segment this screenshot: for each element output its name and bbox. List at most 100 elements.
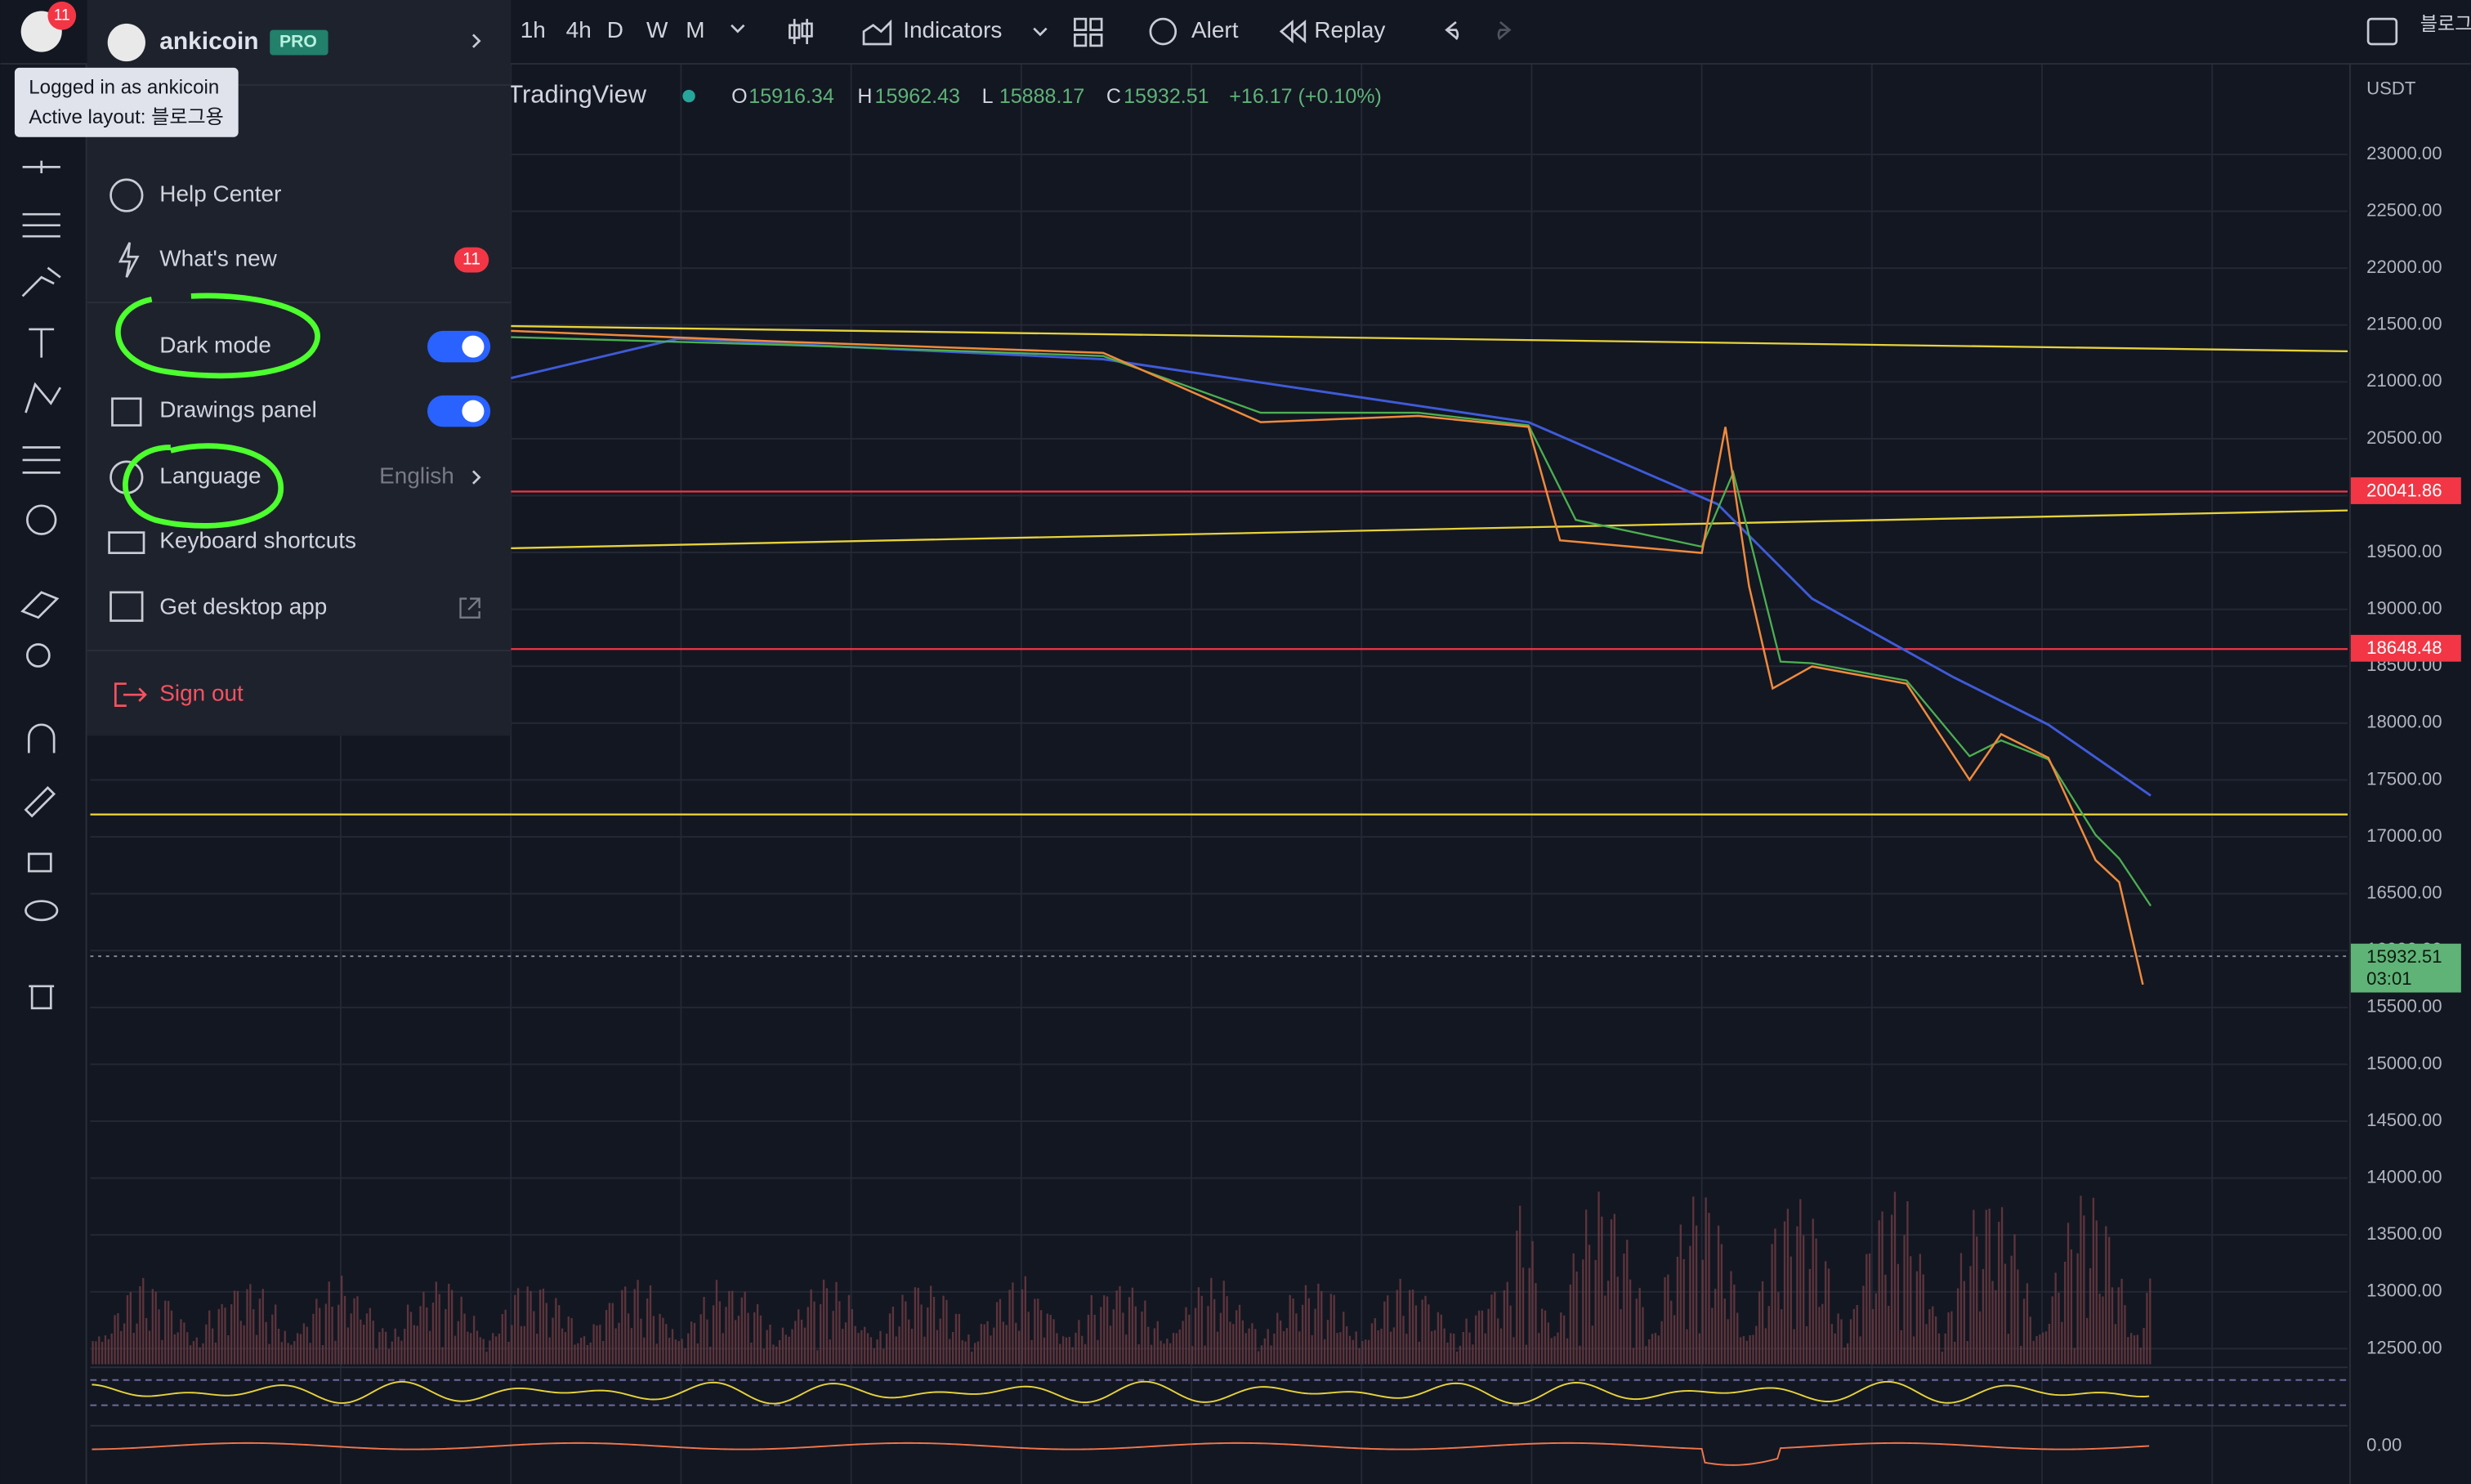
- menu-item[interactable]: Dark mode: [159, 333, 271, 358]
- text-tool[interactable]: [29, 328, 55, 358]
- price-label: 23000.00: [2366, 143, 2442, 163]
- pattern-tool[interactable]: [25, 382, 62, 413]
- price-label: 13000.00: [2366, 1281, 2442, 1301]
- tooltip-text: Logged in as ankicoin: [29, 76, 219, 98]
- ohlc-value: 15932.51: [1124, 85, 1209, 108]
- interval-dropdown[interactable]: [731, 24, 745, 34]
- last-price-tag: [2350, 943, 2461, 993]
- last-price-label: 15932.51: [2366, 946, 2442, 967]
- price-label: 12500.00: [2366, 1337, 2442, 1357]
- indicators-button[interactable]: Indicators: [903, 17, 1002, 42]
- chart-type-button[interactable]: [789, 19, 813, 44]
- layouts-button[interactable]: [1074, 17, 1103, 47]
- fullscreen-button[interactable]: [2366, 17, 2398, 46]
- ohlc-value: 15916.34: [748, 85, 834, 108]
- desktop-icon: [109, 591, 144, 622]
- price-label: 21000.00: [2366, 370, 2442, 391]
- undo-button[interactable]: [1445, 20, 1459, 41]
- redo-button[interactable]: [1497, 20, 1512, 41]
- ohlc-legend: O 15916.34 H 15962.43 L 15888.17 C 15932.51 +16.…: [731, 85, 1382, 108]
- moving-average: [511, 336, 2152, 907]
- interval-button[interactable]: M: [686, 17, 704, 42]
- price-label: 15500.00: [2366, 996, 2442, 1017]
- username[interactable]: ankicoin: [159, 28, 258, 55]
- price-tag-label: 20041.86: [2366, 480, 2442, 500]
- zoom-tool[interactable]: [26, 643, 51, 668]
- notification-badge: [47, 1, 77, 30]
- price-label: 19000.00: [2366, 598, 2442, 619]
- interval-button[interactable]: W: [646, 17, 668, 42]
- delete-tool[interactable]: [29, 985, 55, 1010]
- price-label: 19500.00: [2366, 541, 2442, 561]
- language-chevron: [471, 470, 481, 485]
- external-link-icon: [459, 597, 480, 619]
- price-tag-label: 18648.48: [2366, 637, 2442, 658]
- price-tag: [2350, 477, 2461, 504]
- chart-title: TradingView: [507, 80, 646, 109]
- replay-button[interactable]: Replay: [1314, 17, 1385, 42]
- indicators-dropdown[interactable]: [1033, 27, 1048, 37]
- hide-tool[interactable]: [25, 900, 59, 922]
- profile-chevron[interactable]: [471, 34, 481, 48]
- toggle-knob: [462, 400, 485, 422]
- keyboard-icon: [108, 531, 145, 555]
- grid: [90, 65, 2348, 1484]
- crosshair-tool[interactable]: [22, 160, 60, 174]
- interval-button[interactable]: D: [607, 17, 623, 42]
- price-label: 17500.00: [2366, 768, 2442, 789]
- sign-out-icon: [114, 682, 147, 708]
- help-icon: [109, 178, 144, 212]
- magnet-tool[interactable]: [27, 723, 56, 753]
- brush-tool[interactable]: [21, 266, 61, 297]
- drawing-toolbar: [0, 65, 86, 1484]
- status-dot: [682, 89, 695, 103]
- price-line: [511, 329, 2144, 986]
- prediction-tool[interactable]: [22, 446, 60, 474]
- menu-item[interactable]: Language: [159, 463, 261, 489]
- ohlc-value: 15888.17: [999, 85, 1084, 108]
- menu-avatar: [107, 23, 145, 62]
- intervals: 1h 4h D W M: [521, 17, 705, 42]
- indicators-icon: [862, 19, 892, 46]
- price-label: 22000.00: [2366, 257, 2442, 277]
- price-label: 14500.00: [2366, 1110, 2442, 1130]
- sign-out[interactable]: Sign out: [159, 681, 244, 706]
- menu-item[interactable]: Keyboard shortcuts: [159, 528, 356, 553]
- rsi-line: [92, 1380, 2150, 1405]
- plan-badge: [270, 29, 328, 56]
- stay-drawing-tool[interactable]: [24, 785, 56, 818]
- menu-item[interactable]: Help Center: [159, 181, 281, 206]
- interval-button[interactable]: 4h: [566, 17, 592, 42]
- countdown-label: 03:01: [2366, 968, 2411, 989]
- price-label: 16500.00: [2366, 883, 2442, 903]
- menu-item[interactable]: Drawings panel: [159, 397, 317, 422]
- menu-item[interactable]: What's new: [159, 245, 277, 270]
- alert-button[interactable]: Alert: [1191, 17, 1239, 42]
- ohlc-label: C: [1106, 85, 1121, 108]
- lock-tool[interactable]: [27, 852, 52, 873]
- price-label: 21500.00: [2366, 314, 2442, 334]
- price-label: 15000.00: [2366, 1053, 2442, 1073]
- price-label: 14000.00: [2366, 1166, 2442, 1187]
- interval-button[interactable]: 1h: [521, 17, 546, 42]
- whats-new-count: 11: [462, 250, 480, 269]
- price-label: 20500.00: [2366, 427, 2442, 448]
- menu-item[interactable]: Get desktop app: [159, 594, 327, 619]
- ohlc-label: H: [857, 85, 872, 108]
- ohlc-value: 15962.43: [875, 85, 960, 108]
- alert-icon: [1149, 17, 1177, 46]
- icons-tool[interactable]: [26, 504, 57, 535]
- ohlc-label: O: [731, 85, 747, 108]
- ohlc-label: L: [982, 85, 994, 108]
- trend-line: [511, 509, 2348, 550]
- layout-name[interactable]: 블로그: [2420, 13, 2471, 34]
- measure-tool[interactable]: [20, 591, 60, 619]
- currency-selector[interactable]: USDT: [2366, 78, 2416, 99]
- drawings-icon: [111, 397, 142, 427]
- lines-tool[interactable]: [22, 212, 60, 238]
- highlight-annotation: [115, 293, 320, 379]
- price-label: 22500.00: [2366, 199, 2442, 220]
- tooltip-text: Active layout: 블로그용: [29, 106, 223, 128]
- highlight-annotation: [123, 443, 284, 529]
- whats-new-badge: [454, 247, 489, 273]
